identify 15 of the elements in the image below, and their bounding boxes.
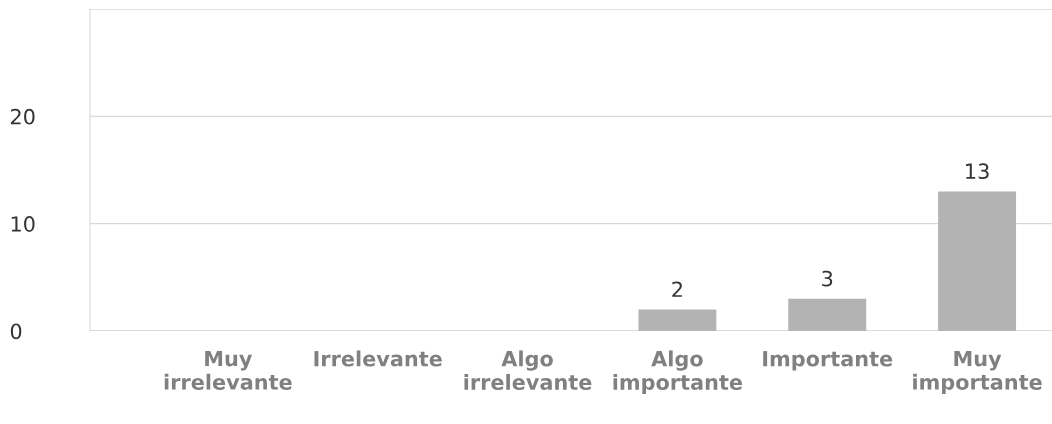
x-tick-label: Irrelevante (314, 350, 442, 367)
y-tick-label: 20 (10, 108, 35, 125)
bar (938, 191, 1017, 331)
y-tick-label: 10 (11, 216, 35, 232)
y-tick-label: 0 (10, 323, 22, 340)
x-tick-label: Muy importante (913, 350, 1042, 394)
x-tick-label: Algo importante (613, 350, 743, 395)
data-label: 2 (672, 281, 682, 297)
data-label: 13 (966, 163, 989, 180)
bar (788, 298, 867, 331)
bar (638, 309, 717, 331)
data-label: 3 (822, 270, 833, 287)
x-tick-label: Muy irrelevante (164, 350, 292, 390)
x-tick-label: Algo irrelevante (464, 350, 592, 391)
x-tick-label: Importante (763, 351, 893, 371)
